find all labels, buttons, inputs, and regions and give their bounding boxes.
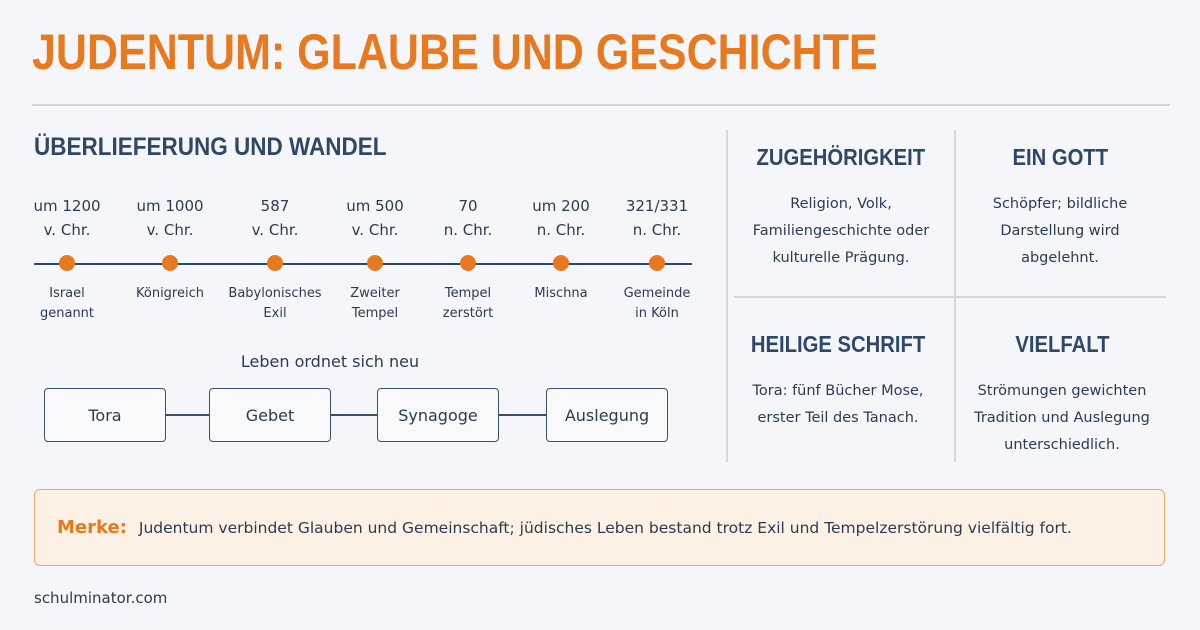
timeline-date: um 1000 v. Chr. bbox=[136, 197, 204, 239]
card-text: Schöpfer; bildliche Darstellung wird abg… bbox=[992, 196, 1128, 266]
footer-site: schulminator.com bbox=[34, 589, 168, 607]
timeline-date: 70 n. Chr. bbox=[443, 197, 493, 239]
card-title: HEILIGE SCHRIFT bbox=[750, 331, 926, 357]
summary-text: Judentum verbindet Glauben und Gemeinsch… bbox=[138, 518, 1072, 537]
timeline-dot bbox=[267, 255, 283, 271]
timeline-label: Königreich bbox=[136, 286, 204, 301]
timeline-dot bbox=[553, 255, 569, 271]
timeline-dot bbox=[367, 255, 383, 271]
timeline-label: Gemeinde in Köln bbox=[623, 286, 691, 321]
timeline-label: Zweiter Tempel bbox=[350, 286, 400, 321]
flow-step-synagoge: Synagoge bbox=[377, 388, 499, 442]
flow-step-gebet: Gebet bbox=[209, 388, 331, 442]
card-title: VIELFALT bbox=[1014, 331, 1110, 357]
timeline-date: 321/331 n. Chr. bbox=[625, 197, 689, 239]
summary-label: Merke: bbox=[57, 517, 127, 538]
title-divider bbox=[32, 104, 1170, 106]
card-text: Religion, Volk, Familiengeschichte oder … bbox=[752, 196, 930, 266]
page-title: JUDENTUM: GLAUBE UND GESCHICHTE bbox=[32, 24, 878, 80]
flow-connector bbox=[331, 414, 377, 416]
flow-connector bbox=[166, 414, 209, 416]
flow-connector bbox=[499, 414, 546, 416]
flow-step-tora: Tora bbox=[44, 388, 166, 442]
card-text: Tora: fünf Bücher Mose, erster Teil des … bbox=[752, 383, 924, 426]
timeline-dot bbox=[59, 255, 75, 271]
timeline-dot bbox=[162, 255, 178, 271]
timeline-axis bbox=[34, 263, 692, 265]
card-title: EIN GOTT bbox=[1012, 144, 1108, 170]
timeline-label: Israel genannt bbox=[39, 286, 95, 321]
flow-step-auslegung: Auslegung bbox=[546, 388, 668, 442]
grid-divider bbox=[726, 130, 728, 462]
timeline-label: Mischna bbox=[534, 286, 588, 301]
timeline-heading: ÜBERLIEFERUNG UND WANDEL bbox=[34, 133, 387, 161]
timeline-dot bbox=[649, 255, 665, 271]
timeline-date: um 1200 v. Chr. bbox=[33, 197, 101, 239]
grid-divider bbox=[734, 296, 1166, 298]
timeline-label: Babylonisches Exil bbox=[228, 286, 322, 321]
flow-heading: Leben ordnet sich neu bbox=[240, 352, 420, 371]
card-title: ZUGEHÖRIGKEIT bbox=[756, 144, 926, 170]
summary-box: Merke: Judentum verbindet Glauben und Ge… bbox=[34, 489, 1165, 566]
timeline-dot bbox=[460, 255, 476, 271]
timeline-date: um 200 n. Chr. bbox=[532, 197, 590, 239]
timeline-date: 587 v. Chr. bbox=[251, 197, 299, 239]
timeline-date: um 500 v. Chr. bbox=[346, 197, 404, 239]
timeline-label: Tempel zerstört bbox=[442, 286, 494, 321]
card-text: Strömungen gewichten Tradition und Ausle… bbox=[974, 383, 1150, 453]
